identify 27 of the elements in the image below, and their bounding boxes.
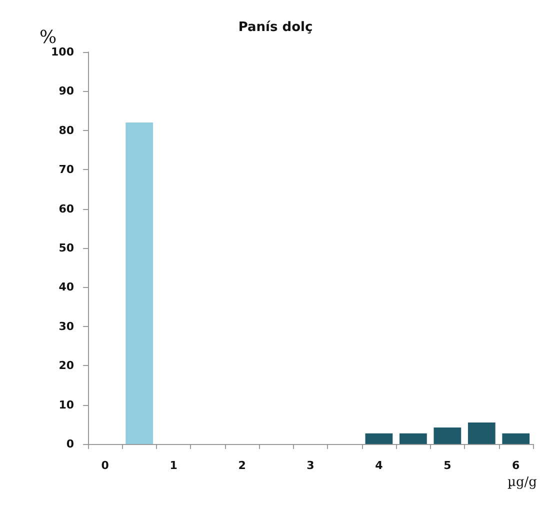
bar [126,122,154,444]
y-tick-label: 20 [58,359,74,372]
x-axis-title: µg/g [508,475,538,490]
y-tick-label: 0 [66,438,74,450]
y-tick-label: 50 [58,242,74,254]
x-tick-label: 0 [101,459,110,472]
bar [365,433,393,444]
y-tick-label: 100 [51,46,74,58]
y-tick-label: 70 [58,163,74,176]
x-tick-label: 2 [238,459,246,472]
bar [468,422,496,444]
bar [502,433,530,444]
y-tick-label: 60 [58,202,74,216]
chart-title: Panís dolç [238,20,313,35]
x-tick-label: 3 [306,459,314,472]
bar [434,428,462,444]
y-tick-label: 80 [58,124,74,137]
x-tick-label: 5 [444,459,452,472]
x-tick-label: 1 [170,459,178,472]
y-tick-label: 30 [58,320,74,333]
bar [400,433,427,444]
y-tick-label: 90 [58,84,74,98]
y-tick-label: 40 [58,280,74,294]
y-tick-label: 10 [58,398,74,412]
y-axis-title: % [39,27,57,48]
x-tick-label: 6 [512,459,520,472]
x-tick-label: 4 [375,459,384,472]
